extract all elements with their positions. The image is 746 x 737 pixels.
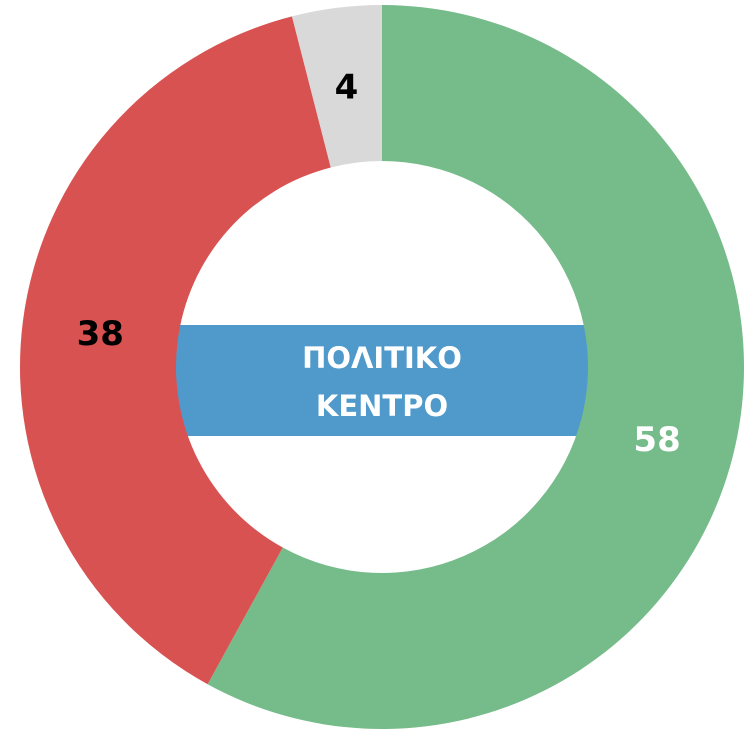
- data-label: 58: [633, 420, 680, 460]
- data-label: 4: [335, 68, 359, 108]
- center-band: [176, 325, 588, 436]
- donut-slice: [207, 5, 744, 729]
- center-label: ΚΕΝΤΡΟ: [316, 389, 448, 423]
- donut-slice: [291, 5, 382, 168]
- center-label: ΠΟΛΙΤΙΚΟ: [302, 341, 462, 375]
- donut-slice: [19, 16, 331, 685]
- data-label: 38: [77, 314, 124, 354]
